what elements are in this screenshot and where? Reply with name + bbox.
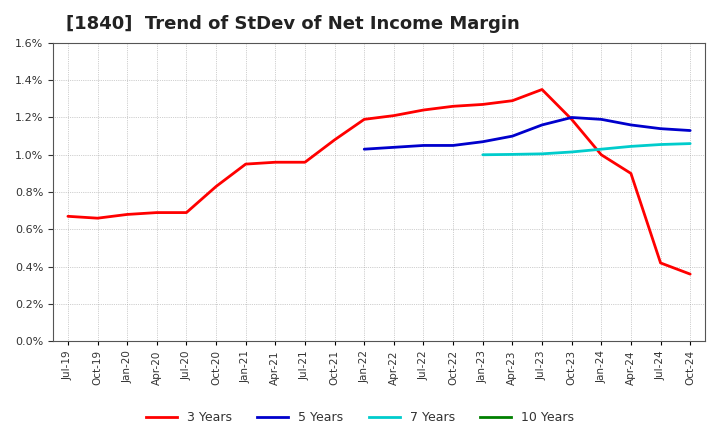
5 Years xyxy=(538,122,546,128)
5 Years xyxy=(567,115,576,120)
Line: 5 Years: 5 Years xyxy=(364,117,690,149)
3 Years xyxy=(419,107,428,113)
Text: [1840]  Trend of StDev of Net Income Margin: [1840] Trend of StDev of Net Income Marg… xyxy=(66,15,520,33)
3 Years xyxy=(626,171,635,176)
7 Years xyxy=(508,152,517,157)
5 Years xyxy=(419,143,428,148)
7 Years xyxy=(479,152,487,158)
7 Years xyxy=(538,151,546,157)
7 Years xyxy=(567,149,576,154)
3 Years xyxy=(567,117,576,122)
7 Years xyxy=(626,144,635,149)
3 Years xyxy=(271,160,279,165)
7 Years xyxy=(686,141,695,146)
5 Years xyxy=(686,128,695,133)
3 Years xyxy=(93,216,102,221)
3 Years xyxy=(449,104,457,109)
5 Years xyxy=(597,117,606,122)
3 Years xyxy=(508,98,517,103)
7 Years xyxy=(597,147,606,152)
5 Years xyxy=(360,147,369,152)
Line: 3 Years: 3 Years xyxy=(68,89,690,274)
3 Years xyxy=(538,87,546,92)
Legend: 3 Years, 5 Years, 7 Years, 10 Years: 3 Years, 5 Years, 7 Years, 10 Years xyxy=(141,407,579,429)
3 Years xyxy=(182,210,191,215)
5 Years xyxy=(449,143,457,148)
3 Years xyxy=(153,210,161,215)
3 Years xyxy=(212,184,220,189)
3 Years xyxy=(241,161,250,167)
3 Years xyxy=(360,117,369,122)
3 Years xyxy=(686,271,695,277)
3 Years xyxy=(330,137,339,143)
Line: 7 Years: 7 Years xyxy=(483,143,690,155)
7 Years xyxy=(656,142,665,147)
3 Years xyxy=(123,212,132,217)
3 Years xyxy=(390,113,398,118)
3 Years xyxy=(597,152,606,158)
3 Years xyxy=(479,102,487,107)
3 Years xyxy=(63,214,72,219)
5 Years xyxy=(390,145,398,150)
3 Years xyxy=(301,160,310,165)
3 Years xyxy=(656,260,665,266)
5 Years xyxy=(626,122,635,128)
5 Years xyxy=(508,133,517,139)
5 Years xyxy=(479,139,487,144)
5 Years xyxy=(656,126,665,131)
